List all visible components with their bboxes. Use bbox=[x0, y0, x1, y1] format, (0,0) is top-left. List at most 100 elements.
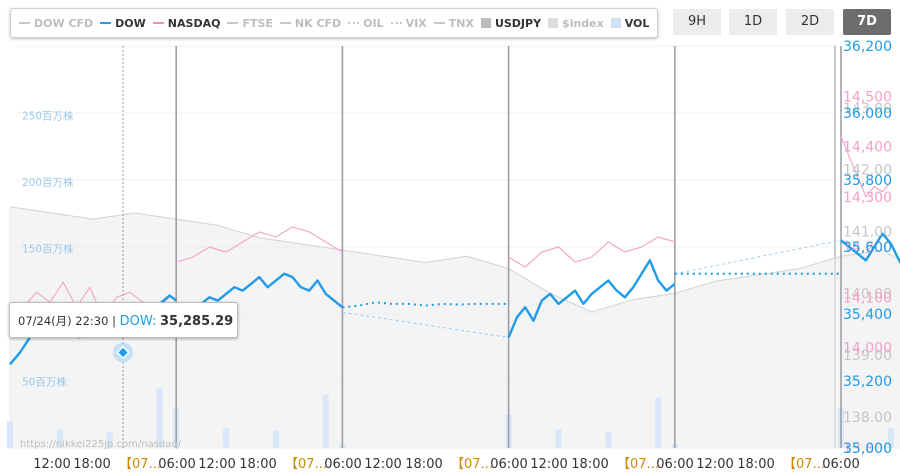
legend-label: TNX bbox=[448, 16, 474, 30]
legend-item-dow[interactable]: DOW bbox=[100, 17, 146, 30]
session-gap-connector bbox=[674, 239, 842, 275]
volume-bar bbox=[7, 421, 13, 448]
volume-bar bbox=[555, 429, 562, 448]
volume-bar bbox=[56, 429, 63, 448]
legend-label: DOW bbox=[115, 16, 146, 30]
legend-item-nkcfd[interactable]: NK CFD bbox=[279, 16, 342, 30]
timeframe-button-1d[interactable]: 1D bbox=[729, 9, 777, 35]
usdjpy-tick-label: 138.00 bbox=[843, 410, 892, 426]
tooltip-datetime: 07/24(月) 22:30 bbox=[18, 314, 109, 328]
legend-label: OIL bbox=[363, 16, 384, 30]
series-nasdaq-segment-3 bbox=[840, 136, 892, 198]
usdjpy-tick-label: 141.00 bbox=[843, 225, 892, 241]
legend-swatch bbox=[19, 22, 30, 24]
dow-tick-label: 35,000 bbox=[843, 441, 892, 457]
x-tick-label: 【07... bbox=[285, 457, 327, 472]
legend-item-oil[interactable]: OIL bbox=[348, 16, 384, 30]
volume-bar bbox=[272, 430, 279, 448]
legend-label: DOW CFD bbox=[34, 16, 94, 30]
legend-item-nasdaq[interactable]: NASDAQ bbox=[152, 16, 221, 30]
volume-tick-label: 50百万株 bbox=[22, 376, 67, 389]
legend-label: NASDAQ bbox=[167, 16, 221, 30]
x-tick-label: 【07... bbox=[119, 457, 161, 472]
x-tick-label: 12:00 bbox=[530, 457, 567, 472]
nasdaq-tick-label: 14,000 bbox=[843, 341, 892, 357]
x-tick-label: 06:00 bbox=[822, 457, 859, 472]
dow-tick-label: 35,600 bbox=[843, 240, 892, 256]
legend-item-ftse[interactable]: FTSE bbox=[227, 16, 273, 30]
legend-label: $index bbox=[562, 16, 604, 30]
usdjpy-tick-label: 142.00 bbox=[843, 163, 892, 179]
legend-item-tnx[interactable]: TNX bbox=[433, 16, 474, 30]
volume-bar bbox=[605, 432, 612, 448]
crosshair-tooltip: 07/24(月) 22:30 | DOW: 35,285.29 bbox=[9, 302, 238, 338]
legend-swatch bbox=[152, 22, 164, 24]
watermark-text: https://nikkei225jp.com/nasdaq/ bbox=[20, 439, 182, 450]
legend-swatch bbox=[480, 18, 491, 28]
volume-tick-label: 250百万株 bbox=[22, 110, 74, 123]
volume-tick-label: 200百万株 bbox=[22, 176, 74, 189]
x-tick-label: 【07... bbox=[451, 457, 493, 472]
nasdaq-tick-label: 14,300 bbox=[843, 190, 892, 206]
x-tick-label: 12:00 bbox=[198, 457, 235, 472]
crosshair-marker bbox=[116, 345, 130, 360]
x-tick-label: 【07... bbox=[783, 457, 825, 472]
x-tick-label: 18:00 bbox=[73, 457, 110, 472]
series-dow-segment-1 bbox=[175, 272, 344, 316]
usdjpy-tick-label: 139.00 bbox=[843, 348, 892, 364]
volume-bar bbox=[106, 432, 113, 448]
legend-item-vol[interactable]: VOL bbox=[610, 17, 649, 30]
legend-swatch bbox=[390, 22, 402, 24]
x-tick-label: 18:00 bbox=[737, 457, 774, 472]
volume-bar bbox=[322, 394, 329, 448]
legend-item-dowcfd[interactable]: DOW CFD bbox=[19, 17, 93, 30]
usdjpy-tick-label: 143.00 bbox=[843, 101, 892, 117]
legend-swatch bbox=[548, 18, 559, 28]
x-tick-label: 06:00 bbox=[158, 457, 195, 472]
timeframe-button-9h[interactable]: 9H bbox=[673, 9, 721, 35]
dow-tick-label: 35,400 bbox=[843, 307, 892, 323]
tooltip-separator: | bbox=[112, 314, 116, 328]
volume-tick-label: 150百万株 bbox=[22, 243, 74, 256]
dow-tick-label: 35,800 bbox=[843, 173, 892, 189]
dow-tick-label: 35,200 bbox=[843, 374, 892, 390]
legend-label: FTSE bbox=[242, 16, 273, 30]
legend-label: VIX bbox=[405, 16, 427, 30]
x-tick-label: 06:00 bbox=[656, 457, 693, 472]
dow-tick-label: 36,000 bbox=[843, 106, 892, 122]
chart-legend: DOW CFD DOW NASDAQ FTSE NK CFD OIL VIX TNX USDJP… bbox=[10, 8, 658, 38]
x-tick-label: 18:00 bbox=[405, 457, 442, 472]
series-nasdaq-segment-2 bbox=[508, 236, 675, 268]
x-tick-label: 12:00 bbox=[33, 457, 70, 472]
timeframe-button-2d[interactable]: 2D bbox=[786, 9, 834, 35]
legend-item-index[interactable]: $index bbox=[548, 17, 604, 30]
nasdaq-tick-label: 14,500 bbox=[843, 89, 892, 105]
volume-bar bbox=[156, 388, 163, 448]
nasdaq-tick-label: 14,400 bbox=[843, 140, 892, 156]
dow-tick-label: 36,200 bbox=[843, 39, 892, 55]
timeframe-button-7d[interactable]: 7D bbox=[843, 9, 891, 35]
series-dow-segment-3 bbox=[507, 259, 676, 338]
legend-label: NK CFD bbox=[294, 16, 342, 30]
x-tick-label: 12:00 bbox=[696, 457, 733, 472]
tooltip-series-name: DOW: bbox=[119, 314, 157, 329]
legend-label: USDJPY bbox=[494, 16, 542, 30]
x-tick-label: 12:00 bbox=[364, 457, 401, 472]
legend-item-usdjpy[interactable]: USDJPY bbox=[480, 16, 542, 30]
volume-bar bbox=[655, 397, 662, 448]
x-tick-label: 【07... bbox=[617, 457, 659, 472]
session-gap-connector bbox=[342, 311, 509, 338]
legend-item-vix[interactable]: VIX bbox=[390, 16, 427, 30]
legend-swatch bbox=[227, 22, 239, 24]
series-dow-segment-2 bbox=[342, 301, 509, 309]
volume-bar bbox=[223, 428, 230, 448]
legend-swatch bbox=[100, 22, 112, 24]
x-tick-label: 18:00 bbox=[571, 457, 608, 472]
usdjpy-tick-label: 140.00 bbox=[843, 286, 892, 302]
nasdaq-tick-label: 14,200 bbox=[843, 240, 892, 256]
legend-swatch bbox=[279, 22, 291, 24]
legend-swatch bbox=[610, 18, 621, 28]
legend-swatch bbox=[348, 22, 360, 24]
legend-swatch bbox=[433, 22, 445, 24]
